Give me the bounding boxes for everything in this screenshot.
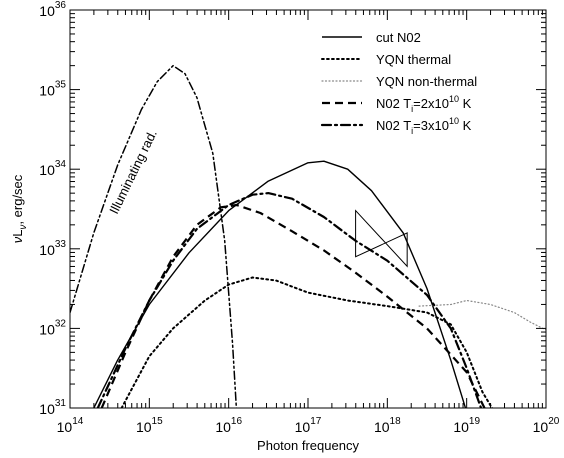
y-tick-label: 1035: [39, 80, 66, 99]
y-label-rest: , erg/sec: [10, 174, 25, 224]
y-label-L: L: [10, 230, 25, 237]
curves-layer: [70, 64, 546, 408]
legend-label-cut-n02: cut N02: [376, 30, 421, 45]
x-axis-label: Photon frequency: [257, 438, 359, 453]
y-axis-title: νLν, erg/sec: [10, 174, 29, 243]
y-label-nu: ν: [10, 236, 25, 243]
x-tick-label: 1020: [533, 416, 560, 435]
x-tick-label: 1016: [215, 416, 242, 435]
legend-label-yqn-non-thermal: YQN non-thermal: [376, 74, 477, 89]
annotation-illuminating: Illuminating rad.: [106, 127, 160, 216]
ticks-layer: 1014 1015 1016 1017 1018 1019 1020 1031 1032 1033…: [39, 0, 559, 435]
x-tick-label: 1014: [57, 416, 84, 435]
y-axis-label: νLν, erg/sec: [10, 174, 29, 243]
legend-label-n02-t-i-2x10-10-k: N02 Ti=2x1010 K: [376, 94, 472, 114]
y-tick-label: 1034: [39, 159, 66, 178]
y-label-sub: ν: [18, 225, 29, 230]
x-tick-label: 1017: [295, 416, 322, 435]
x-tick-label: 1015: [136, 416, 163, 435]
x-tick-label: 1018: [374, 416, 401, 435]
y-tick-label: 1036: [39, 0, 66, 19]
legend: cut N02 YQN thermal YQN non-thermal N02 Ti=…: [320, 30, 477, 136]
y-tick-label: 1033: [39, 239, 66, 258]
bowtie-layer: [355, 209, 408, 268]
series-yqn-non-thermal: [418, 299, 546, 331]
series-n02-t-i-3x10-10-k: [96, 192, 483, 408]
series-illuminating-rad: [70, 64, 238, 408]
x-tick-label: 1019: [453, 416, 480, 435]
bowtie-shape: [355, 209, 408, 268]
legend-label-n02-t-i-3x10-10-k: N02 Ti=3x1010 K: [376, 116, 472, 136]
y-tick-label: 1031: [39, 398, 66, 417]
x-axis-title: Photon frequency: [257, 438, 359, 453]
series-yqn-thermal: [120, 276, 494, 408]
annotation-group: Illuminating rad.: [106, 127, 160, 216]
series-n02-t-i-2x10-10-k: [100, 203, 486, 408]
y-tick-label: 1032: [39, 318, 66, 337]
series-cut-n02: [93, 160, 467, 408]
legend-label-yqn-thermal: YQN thermal: [376, 52, 451, 67]
